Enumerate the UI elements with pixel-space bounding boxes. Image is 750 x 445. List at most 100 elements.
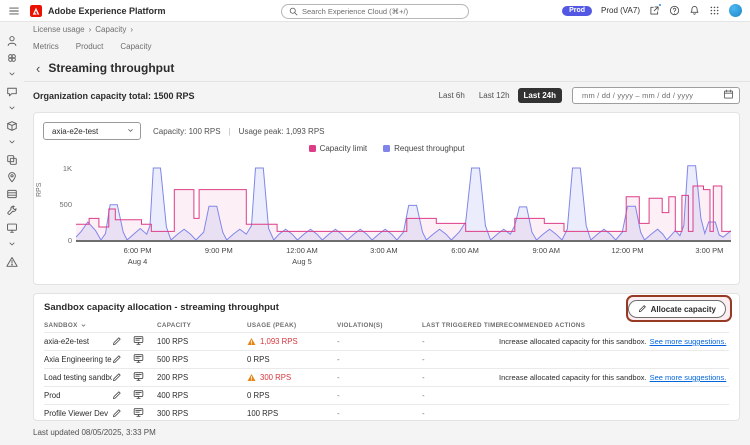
journeys-icon[interactable] [6,86,18,98]
x-tick-label: 12:00 AM Aug 5 [286,246,318,266]
tab-product[interactable]: Product [75,42,104,51]
capacity-value: 200 RPS [157,373,189,382]
tab-metrics[interactable]: Metrics [33,42,59,51]
open-sandbox-icon[interactable] [133,371,157,384]
legend-swatch [308,145,316,152]
allocate-capacity-button[interactable]: Allocate capacity [627,300,726,318]
see-more-suggestions-link[interactable]: See more suggestions. [649,373,727,382]
edit-capacity-icon[interactable] [112,336,133,348]
allocation-table: SANDBOX CAPACITY USAGE (PEAK) VIOLATION(S) L… [44,318,729,422]
environment-badge[interactable]: Prod [562,5,593,16]
edit-capacity-icon[interactable] [112,390,133,402]
administration-icon[interactable] [6,205,18,217]
collections-icon[interactable] [6,120,18,132]
edit-capacity-icon[interactable] [112,408,133,420]
x-tick-label: 9:00 PM [204,246,233,255]
table-row: Profile Viewer Dev 300 RPS 100 RPS - - [44,404,729,422]
monitoring-icon[interactable] [6,222,18,234]
usage-peak-label: Usage peak: 1,093 RPS [238,127,325,136]
user-avatar[interactable] [729,4,742,17]
alerts-icon[interactable] [6,256,18,268]
usage-peak-value: 300 RPS [247,373,337,382]
edit-capacity-icon[interactable] [112,372,133,384]
time-range-last-24h[interactable]: Last 24h [517,88,562,103]
column-header-sandbox[interactable]: SANDBOX [44,322,157,329]
time-range-last-12h[interactable]: Last 12h [478,91,510,100]
pencil-icon [638,304,647,315]
calendar-icon[interactable] [723,89,734,102]
open-sandbox-icon[interactable] [133,353,157,366]
violations-value: - [337,373,340,382]
column-header: VIOLATION(S) [337,321,383,329]
adobe-logo-icon[interactable] [30,4,42,17]
violations-value: - [337,355,340,364]
edit-capacity-icon[interactable] [112,354,133,366]
legend-swatch [383,145,391,152]
app-switcher-icon[interactable] [709,5,720,16]
sandbox-select[interactable]: axia-e2e-test [43,122,141,140]
x-tick-label: 6:00 PM Aug 4 [123,246,152,266]
capacity-value: 500 RPS [157,355,189,364]
allocation-title: Sandbox capacity allocation - streaming … [44,302,279,313]
sandbox-name: Axia Engineering tests [44,355,112,364]
search-icon [289,7,298,16]
column-header: LAST TRIGGERED TIME [422,321,499,329]
breadcrumb-license-usage[interactable]: License usage [33,25,85,34]
last-triggered-value: - [422,409,425,418]
global-search-input[interactable]: Search Experience Cloud (⌘+/) [281,3,469,19]
open-sandbox-icon[interactable] [133,335,157,348]
time-range-last-6h[interactable]: Last 6h [438,91,465,100]
y-tick-label: 1K [62,164,72,173]
capacity-value: 100 RPS [157,337,189,346]
feedback-share-button[interactable] [649,3,662,16]
open-sandbox-icon[interactable] [133,407,157,420]
x-tick-label: 6:00 AM [451,246,479,255]
chevron-down-icon [126,126,135,137]
usage-peak-value: 1,093 RPS [247,337,337,346]
table-row: Prod 400 RPS 0 RPS - - [44,386,729,404]
see-more-suggestions-link[interactable]: See more suggestions. [649,337,727,346]
sidebar [0,22,24,445]
app-title: Adobe Experience Platform [48,5,166,16]
violations-value: - [337,391,340,400]
destinations-icon[interactable] [6,171,18,183]
notifications-bell-icon[interactable] [689,5,700,16]
chart-legend: Capacity limit Request throughput [34,144,739,153]
back-icon[interactable]: ‹ [36,60,41,76]
sandbox-allocation-card: Sandbox capacity allocation - streaming … [33,293,740,421]
table-row: Load testing sandbox 200 RPS 300 RPS - - Incr… [44,368,729,386]
y-tick-label: 0 [67,236,72,245]
x-axis: 6:00 PM Aug 4 9:00 PM 12:00 AM Aug 5 3:00 AM 6… [76,246,731,270]
datasets-icon[interactable] [6,188,18,200]
chart-plot [76,165,731,242]
column-header: RECOMMENDED ACTIONS [499,321,586,329]
page-title-row: ‹ Streaming throughput [36,61,174,75]
table-row: Axia Engineering tests 500 RPS 0 RPS - - [44,350,729,368]
tab-capacity[interactable]: Capacity [120,42,152,51]
allocate-capacity-label: Allocate capacity [650,304,716,314]
x-tick-label: 9:00 AM [532,246,561,255]
y-tick-label: 500 [59,200,72,209]
time-range-group: Last 6h Last 12h Last 24h [433,88,562,103]
recommended-action: Increase allocated capacity for this san… [499,337,729,346]
profiles-icon[interactable] [6,35,18,47]
section-collapse-1-icon[interactable] [7,69,17,81]
page-title: Streaming throughput [48,61,175,75]
section-collapse-3-icon[interactable] [7,137,17,149]
audiences-icon[interactable] [6,52,18,64]
help-icon[interactable] [669,5,680,16]
hamburger-menu-icon[interactable] [8,5,20,17]
section-collapse-4-icon[interactable] [7,239,17,251]
breadcrumb-capacity[interactable]: Capacity [95,25,127,34]
open-sandbox-icon[interactable] [133,389,157,402]
usage-peak-value: 0 RPS [247,391,270,400]
last-triggered-value: - [422,391,425,400]
environment-name[interactable]: Prod (VA7) [601,6,640,15]
x-tick-label: 12:00 PM [611,246,644,255]
last-triggered-value: - [422,337,425,346]
section-collapse-2-icon[interactable] [7,103,17,115]
org-capacity-total: Organization capacity total: 1500 RPS [33,91,195,101]
date-range-input[interactable]: mm / dd / yyyy – mm / dd / yyyy [572,87,740,104]
segments-icon[interactable] [6,154,18,166]
date-range-placeholder: mm / dd / yyyy – mm / dd / yyyy [582,91,694,100]
